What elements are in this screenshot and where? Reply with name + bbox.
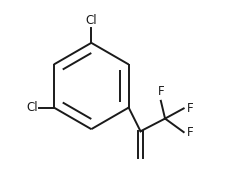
Text: F: F [186, 126, 193, 139]
Text: F: F [157, 85, 164, 98]
Text: F: F [186, 102, 193, 115]
Text: Cl: Cl [26, 101, 38, 114]
Text: Cl: Cl [85, 14, 97, 27]
